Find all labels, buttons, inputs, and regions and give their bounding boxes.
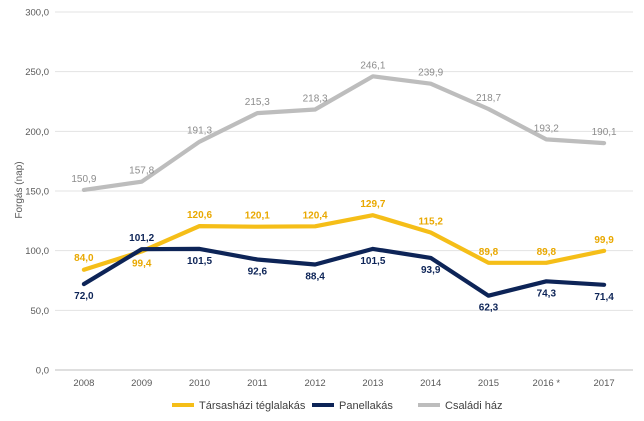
data-label: 101,5 (187, 256, 212, 267)
legend-label: Panellakás (339, 400, 393, 412)
data-label: 191,3 (187, 126, 212, 137)
data-label: 84,0 (74, 253, 94, 264)
x-tick-label: 2017 (594, 378, 615, 389)
data-label: 157,8 (129, 166, 154, 177)
data-label: 74,3 (537, 288, 557, 299)
data-label: 72,0 (74, 291, 94, 302)
series-lines (81, 74, 607, 298)
y-axis-ticks: 0,0 50,0 100,0 150,0 200,0 250,0 300,0 (25, 8, 49, 377)
data-label: 101,5 (360, 256, 385, 267)
data-label: 89,8 (479, 247, 499, 258)
y-tick-label: 300,0 (25, 8, 49, 19)
x-tick-label: 2011 (247, 378, 267, 389)
data-label: 99,9 (594, 235, 614, 246)
x-tick-label: 2010 (189, 378, 210, 389)
y-axis-label: Forgás (nap) (14, 161, 25, 218)
data-label: 101,2 (129, 233, 154, 244)
series-line (81, 74, 607, 192)
data-label: 218,3 (303, 93, 328, 104)
y-tick-label: 150,0 (25, 187, 49, 198)
y-tick-label: 250,0 (25, 67, 49, 78)
data-label: 190,1 (592, 127, 617, 138)
data-label: 120,4 (303, 210, 328, 221)
data-label: 62,3 (479, 303, 499, 314)
x-tick-label: 2013 (362, 378, 383, 389)
data-label: 71,4 (594, 292, 614, 303)
x-tick-label: 2015 (478, 378, 499, 389)
x-tick-label: 2009 (131, 378, 152, 389)
data-labels: 84,0 99,4 120,6 120,1 120,4 129,7 115,2 89,8 89,… (71, 60, 617, 313)
data-label: 129,7 (360, 199, 385, 210)
y-tick-label: 0,0 (36, 366, 49, 377)
y-tick-label: 100,0 (25, 246, 49, 257)
data-label: 150,9 (71, 174, 96, 185)
legend-label: Társasházi téglalakás (199, 400, 306, 412)
y-tick-label: 200,0 (25, 127, 49, 138)
legend-label: Családi ház (445, 400, 502, 412)
data-label: 120,6 (187, 210, 212, 221)
x-tick-label: 2016 * (533, 378, 561, 389)
data-label: 88,4 (305, 272, 325, 283)
data-label: 92,6 (248, 266, 268, 277)
series-line (81, 213, 607, 272)
y-tick-label: 50,0 (31, 306, 50, 317)
data-label: 218,7 (476, 93, 501, 104)
x-tick-label: 2008 (73, 378, 94, 389)
data-label: 120,1 (245, 211, 270, 222)
data-label: 99,4 (132, 258, 152, 269)
gridlines (55, 11, 633, 371)
x-tick-label: 2012 (305, 378, 326, 389)
data-label: 239,9 (418, 68, 443, 79)
series-line (81, 246, 607, 298)
data-label: 193,2 (534, 123, 559, 134)
data-label: 115,2 (418, 217, 443, 228)
legend: Társasházi téglalakás Panellakás Családi h… (172, 400, 502, 412)
x-tick-label: 2014 (420, 378, 441, 389)
x-axis-ticks: 2008 2009 2010 2011 2012 2013 2014 2015 2016 * 20… (73, 378, 614, 389)
data-label: 93,9 (421, 265, 441, 276)
data-label: 246,1 (360, 60, 385, 71)
data-label: 215,3 (245, 97, 270, 108)
data-label: 89,8 (537, 247, 557, 258)
